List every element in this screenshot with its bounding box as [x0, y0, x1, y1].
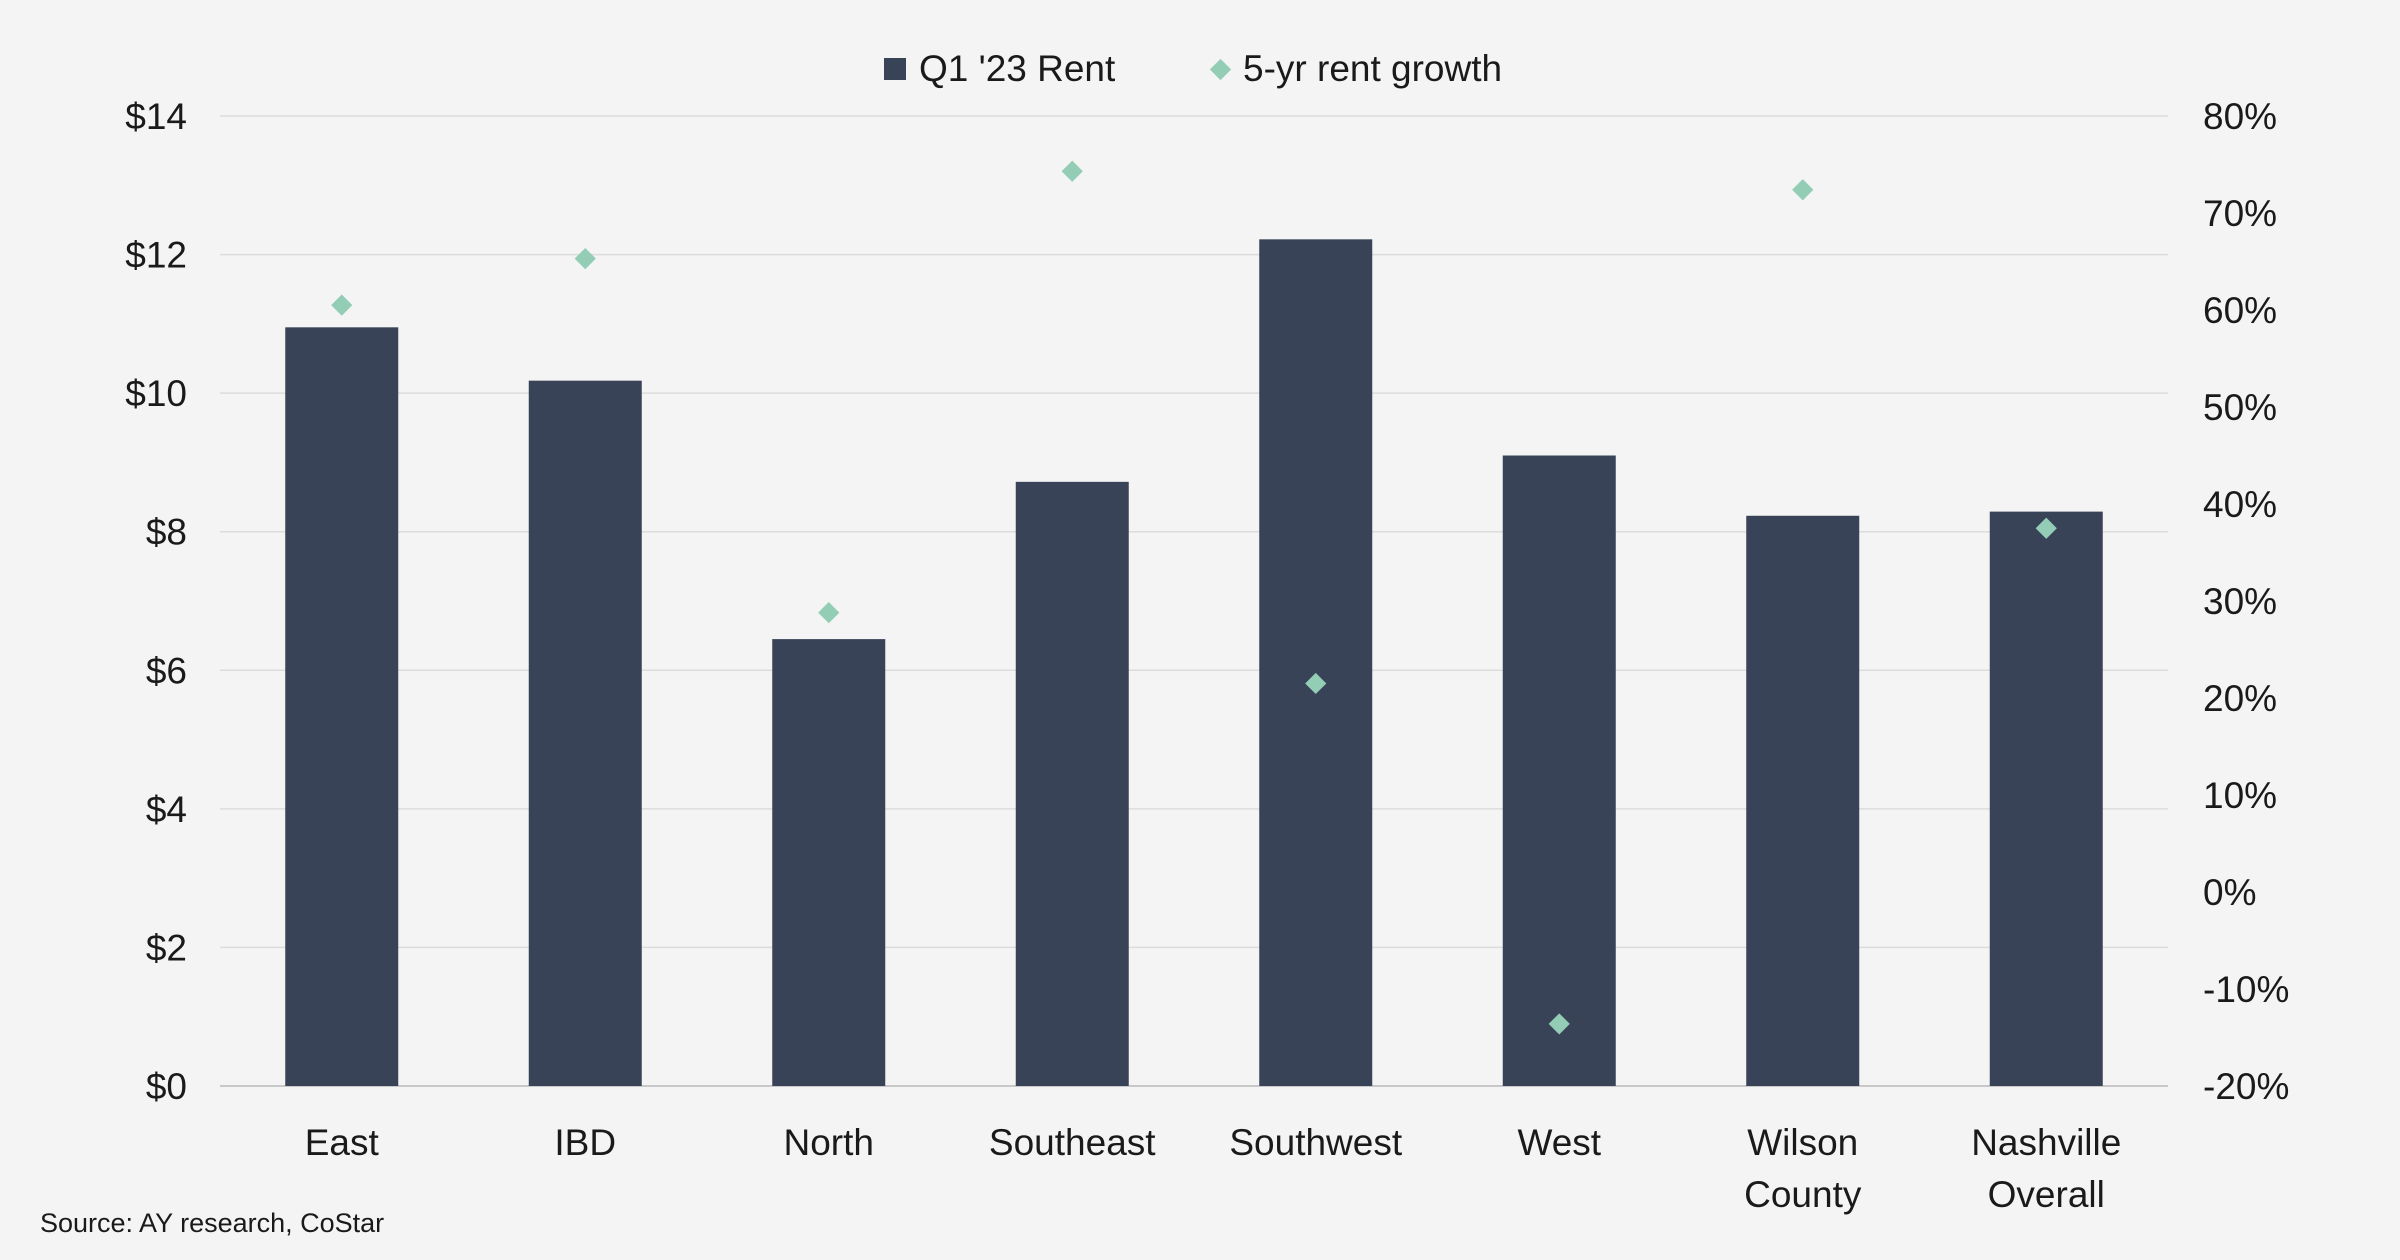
left-tick-label: $8 — [146, 512, 187, 553]
bar — [1502, 455, 1616, 1086]
growth-point — [331, 294, 353, 316]
growth-point — [1061, 160, 1083, 182]
category-label: Southwest — [1229, 1122, 1402, 1163]
bar — [528, 380, 642, 1087]
source-note: Source: AY research, CoStar — [40, 1208, 384, 1238]
growth-point — [574, 247, 596, 270]
right-tick-label: 30% — [2203, 581, 2277, 622]
right-tick-label: 10% — [2203, 775, 2277, 816]
growth-point — [1792, 179, 1814, 201]
growth-point — [2035, 517, 2057, 539]
left-tick-label: $0 — [146, 1066, 187, 1107]
left-tick-label: $12 — [125, 235, 187, 276]
left-tick-label: $2 — [146, 927, 187, 968]
legend-label-growth: 5-yr rent growth — [1243, 48, 1502, 89]
left-tick-label: $4 — [146, 789, 187, 830]
bar — [1259, 239, 1373, 1087]
legend-swatch-rent — [884, 58, 906, 80]
bar — [1989, 511, 2103, 1086]
category-label: Southeast — [989, 1122, 1156, 1163]
right-tick-label: 50% — [2203, 387, 2277, 428]
category-label: Wilson — [1747, 1122, 1858, 1163]
bar-series — [285, 239, 2103, 1087]
right-tick-label: -10% — [2203, 969, 2289, 1010]
right-tick-label: 60% — [2203, 290, 2277, 331]
right-tick-label: -20% — [2203, 1066, 2289, 1107]
right-tick-label: 70% — [2203, 193, 2277, 234]
bar — [772, 639, 886, 1086]
left-tick-label: $14 — [125, 96, 187, 137]
legend: Q1 '23 Rent 5-yr rent growth — [884, 48, 1502, 89]
category-label: West — [1517, 1122, 1601, 1163]
category-label: North — [784, 1122, 874, 1163]
category-label: IBD — [554, 1122, 616, 1163]
right-axis: -20% -10% 0% 10% 20% 30% 40% 50% 60% 70% 80% — [2203, 96, 2289, 1107]
gridlines — [220, 115, 2168, 1087]
bar — [285, 327, 399, 1087]
left-tick-label: $6 — [146, 650, 187, 691]
bar — [1015, 481, 1129, 1086]
bar — [1746, 515, 1860, 1086]
growth-point — [1305, 672, 1327, 695]
growth-point — [818, 602, 840, 624]
right-tick-label: 80% — [2203, 96, 2277, 137]
right-tick-label: 40% — [2203, 484, 2277, 525]
right-tick-label: 20% — [2203, 678, 2277, 719]
left-tick-label: $10 — [125, 373, 187, 414]
category-label: East — [305, 1122, 380, 1163]
legend-label-rent: Q1 '23 Rent — [919, 48, 1116, 89]
category-label: Nashville — [1971, 1122, 2121, 1163]
category-label: County — [1744, 1174, 1862, 1215]
category-label: Overall — [1988, 1174, 2105, 1215]
category-axis: East IBD North Southeast Southwest West Wilson… — [305, 1122, 2122, 1215]
legend-swatch-growth — [1209, 58, 1232, 81]
right-tick-label: 0% — [2203, 872, 2256, 913]
left-axis: $0 $2 $4 $6 $8 $10 $12 $14 — [125, 96, 187, 1107]
